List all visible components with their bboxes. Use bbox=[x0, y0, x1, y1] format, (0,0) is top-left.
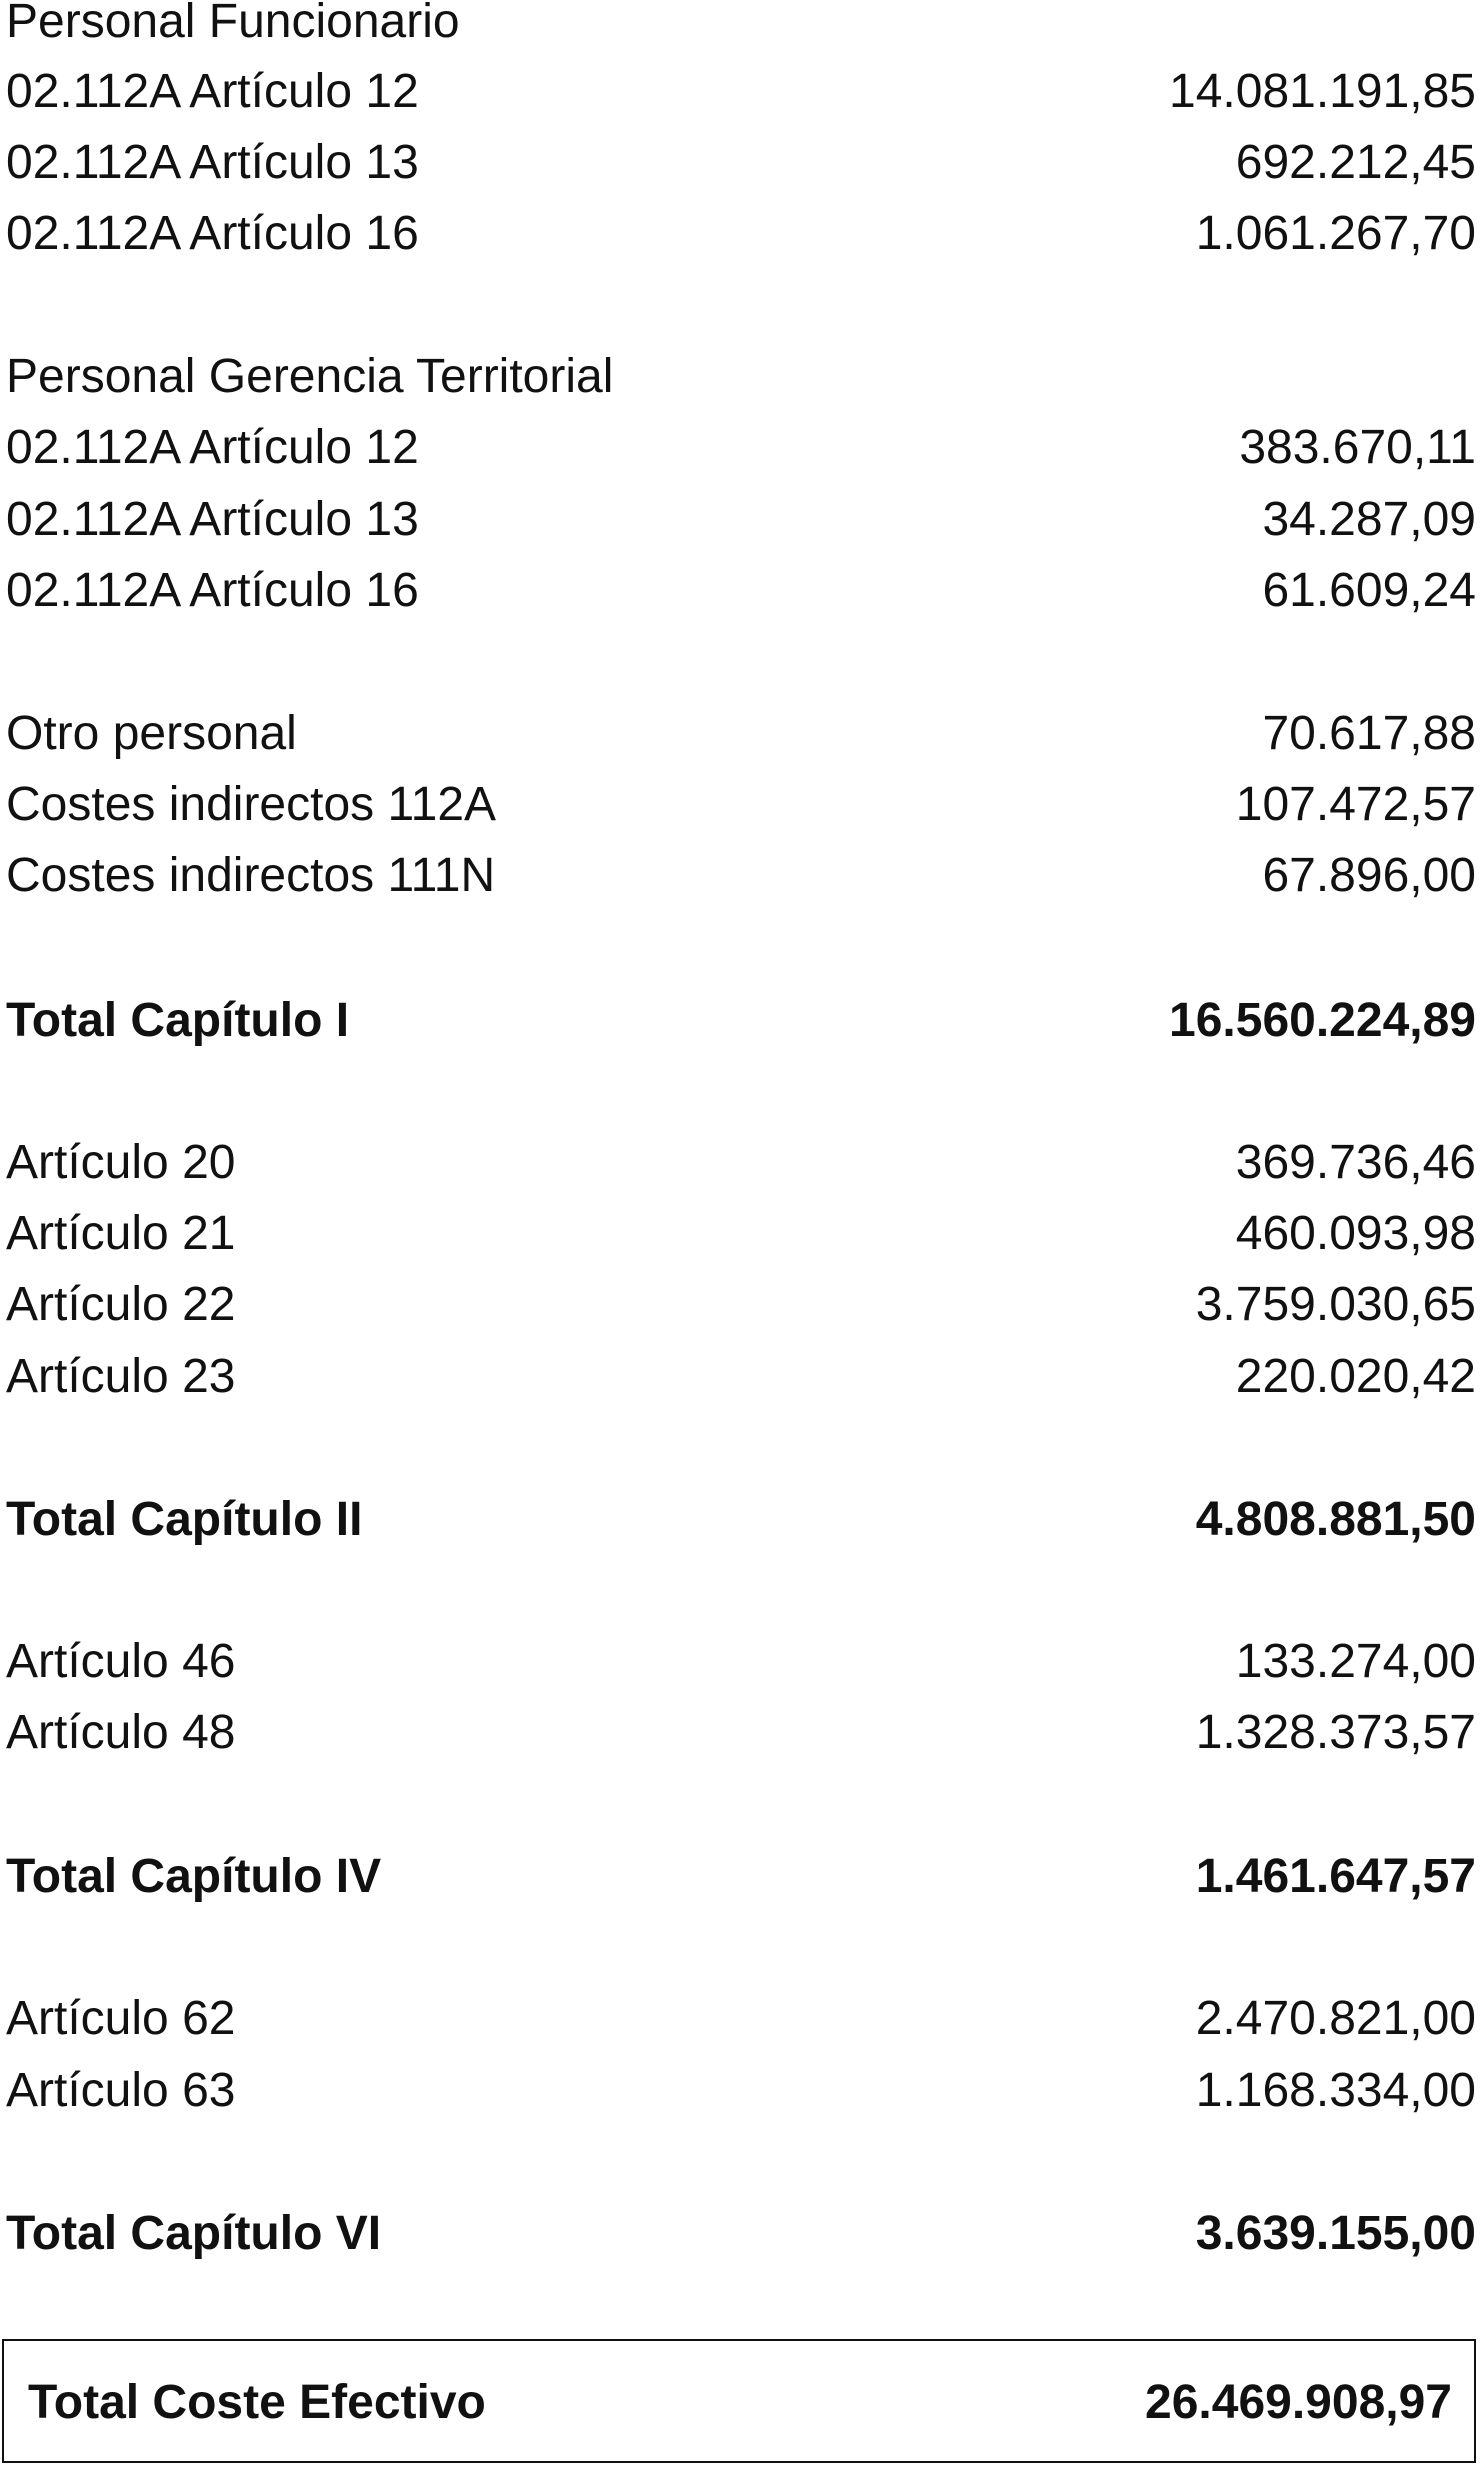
total-row-cap6: Total Capítulo VI 3.639.155,00 bbox=[6, 2204, 1476, 2264]
row-label: Artículo 23 bbox=[6, 1350, 236, 1403]
table-row: Artículo 23 220.020,42 bbox=[6, 1347, 1476, 1407]
row-label: Costes indirectos 112A bbox=[6, 778, 497, 831]
table-row: Artículo 48 1.328.373,57 bbox=[6, 1703, 1476, 1763]
row-label: Costes indirectos 111N bbox=[6, 849, 496, 902]
table-row: 02.112A Artículo 16 61.609,24 bbox=[6, 561, 1476, 621]
total-label: Total Capítulo II bbox=[6, 1493, 363, 1546]
total-row-cap2: Total Capítulo II 4.808.881,50 bbox=[6, 1490, 1476, 1550]
row-value: 369.736,46 bbox=[1235, 1136, 1476, 1189]
total-value: 1.461.647,57 bbox=[1195, 1850, 1476, 1903]
row-value: 107.472,57 bbox=[1235, 778, 1476, 831]
table-row: Artículo 22 3.759.030,65 bbox=[6, 1275, 1476, 1335]
row-value: 14.081.191,85 bbox=[1169, 65, 1476, 118]
table-row: Artículo 20 369.736,46 bbox=[6, 1133, 1476, 1193]
table-row: 02.112A Artículo 16 1.061.267,70 bbox=[6, 204, 1476, 264]
row-label: Artículo 62 bbox=[6, 1992, 236, 2045]
row-label: Otro personal bbox=[6, 707, 297, 760]
table-row: Artículo 46 133.274,00 bbox=[6, 1632, 1476, 1692]
row-value: 692.212,45 bbox=[1235, 136, 1476, 189]
total-label: Total Capítulo VI bbox=[6, 2207, 382, 2260]
total-label: Total Capítulo I bbox=[6, 994, 350, 1047]
total-label: Total Capítulo IV bbox=[6, 1850, 382, 1903]
total-row-cap4: Total Capítulo IV 1.461.647,57 bbox=[6, 1847, 1476, 1907]
row-value: 1.328.373,57 bbox=[1195, 1706, 1476, 1759]
row-label: Artículo 21 bbox=[6, 1207, 236, 1260]
total-value: 3.639.155,00 bbox=[1195, 2207, 1476, 2260]
table-row: Artículo 62 2.470.821,00 bbox=[6, 1989, 1476, 2049]
row-value: 133.274,00 bbox=[1235, 1635, 1476, 1688]
row-value: 34.287,09 bbox=[1262, 493, 1476, 546]
row-label: 02.112A Artículo 12 bbox=[6, 65, 419, 118]
grand-total-value: 26.469.908,97 bbox=[1145, 2376, 1452, 2429]
section-header-label: Personal Funcionario bbox=[6, 0, 460, 48]
table-row: Artículo 63 1.168.334,00 bbox=[6, 2061, 1476, 2121]
grand-total-label: Total Coste Efectivo bbox=[28, 2376, 486, 2429]
row-label: Artículo 20 bbox=[6, 1136, 236, 1189]
table-row: Otro personal 70.617,88 bbox=[6, 704, 1476, 764]
row-value: 460.093,98 bbox=[1235, 1207, 1476, 1260]
total-row-cap1: Total Capítulo I 16.560.224,89 bbox=[6, 991, 1476, 1051]
row-value: 3.759.030,65 bbox=[1195, 1278, 1476, 1331]
row-label: 02.112A Artículo 12 bbox=[6, 421, 419, 474]
section-header-gerencia: Personal Gerencia Territorial bbox=[6, 347, 1476, 407]
row-value: 383.670,11 bbox=[1239, 421, 1476, 474]
table-row: 02.112A Artículo 12 383.670,11 bbox=[6, 418, 1476, 478]
row-label: Artículo 22 bbox=[6, 1278, 236, 1331]
row-label: 02.112A Artículo 13 bbox=[6, 136, 419, 189]
table-row: 02.112A Artículo 12 14.081.191,85 bbox=[6, 62, 1476, 122]
row-value: 2.470.821,00 bbox=[1195, 1992, 1476, 2045]
grand-total-box: Total Coste Efectivo 26.469.908,97 bbox=[2, 2339, 1476, 2463]
section-header-funcionario: Personal Funcionario bbox=[6, 0, 1476, 52]
row-label: Artículo 48 bbox=[6, 1706, 236, 1759]
total-value: 16.560.224,89 bbox=[1169, 994, 1476, 1047]
table-row: 02.112A Artículo 13 34.287,09 bbox=[6, 490, 1476, 550]
row-label: 02.112A Artículo 16 bbox=[6, 207, 419, 260]
row-value: 67.896,00 bbox=[1262, 849, 1476, 902]
row-label: Artículo 63 bbox=[6, 2064, 236, 2117]
row-label: 02.112A Artículo 16 bbox=[6, 564, 419, 617]
row-value: 1.061.267,70 bbox=[1195, 207, 1476, 260]
table-row: Costes indirectos 112A 107.472,57 bbox=[6, 775, 1476, 835]
table-row: Artículo 21 460.093,98 bbox=[6, 1204, 1476, 1264]
table-row: Costes indirectos 111N 67.896,00 bbox=[6, 846, 1476, 906]
row-value: 61.609,24 bbox=[1262, 564, 1476, 617]
total-value: 4.808.881,50 bbox=[1195, 1493, 1476, 1546]
row-value: 1.168.334,00 bbox=[1195, 2064, 1476, 2117]
row-label: Artículo 46 bbox=[6, 1635, 236, 1688]
row-value: 220.020,42 bbox=[1235, 1350, 1476, 1403]
row-value: 70.617,88 bbox=[1262, 707, 1476, 760]
row-label: 02.112A Artículo 13 bbox=[6, 493, 419, 546]
section-header-label: Personal Gerencia Territorial bbox=[6, 350, 614, 403]
table-row: 02.112A Artículo 13 692.212,45 bbox=[6, 133, 1476, 193]
